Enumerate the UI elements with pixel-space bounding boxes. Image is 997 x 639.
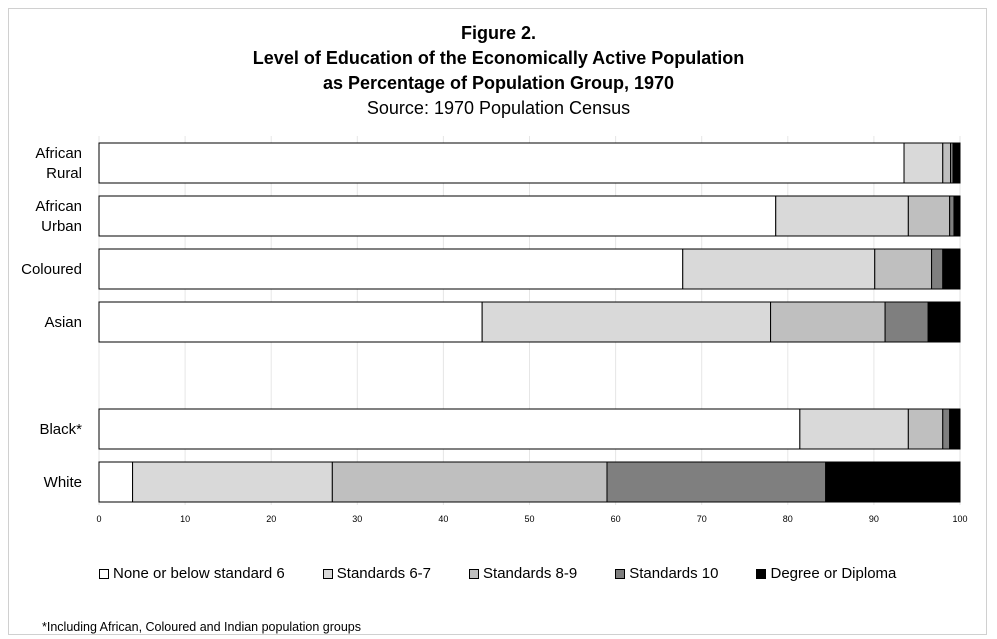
bar-segment (98, 195, 777, 237)
bar-segment (949, 195, 955, 237)
bar-segment (770, 301, 886, 343)
bar-segment (331, 461, 608, 503)
category-label: Black* (39, 421, 82, 438)
bar-segment (907, 195, 951, 237)
x-tick-label: 20 (266, 514, 276, 524)
bar-segment (799, 408, 909, 450)
category-label: White (44, 474, 82, 491)
legend-label: Degree or Diploma (770, 565, 897, 582)
category-label: Rural (46, 165, 82, 182)
x-tick-label: 80 (783, 514, 793, 524)
bar-segment (942, 408, 951, 450)
legend-item: Standards 10 (615, 565, 718, 582)
legend-swatch (756, 568, 767, 579)
legend-swatch (469, 568, 480, 579)
category-label: African (35, 198, 82, 215)
bar-segment (481, 301, 772, 343)
stacked-bar-chart: 0 10 20 30 40 50 60 70 80 90 100 African Rural Africa… (21, 136, 968, 524)
legend-item: Degree or Diploma (756, 565, 896, 582)
x-tick-label: 60 (611, 514, 621, 524)
legend-label: Standards 8-9 (483, 565, 578, 582)
category-label: Urban (41, 218, 82, 235)
bar-segment (942, 142, 952, 184)
bar-segment (775, 195, 909, 237)
legend-item: None or below standard 6 (99, 565, 285, 582)
x-tick-label: 100 (952, 514, 967, 524)
bar-segment (884, 301, 929, 343)
x-tick-label: 0 (96, 514, 101, 524)
bar-segment (949, 408, 961, 450)
legend-label: Standards 10 (629, 565, 719, 582)
footnote: *Including African, Coloured and Indian … (42, 620, 361, 634)
bar-segment (903, 142, 944, 184)
bar-segment (98, 461, 134, 503)
x-tick-label: 90 (869, 514, 879, 524)
bar-segment (682, 248, 876, 290)
chart-title-line-2: Level of Education of the Economically A… (252, 48, 745, 68)
category-label: African (35, 145, 82, 162)
legend-item: Standards 6-7 (322, 565, 432, 582)
chart-titles: Figure 2. Level of Education of the Econ… (9, 21, 988, 121)
bar-segment (927, 301, 961, 343)
legend-item: Standards 8-9 (469, 565, 577, 582)
bar-segment (98, 408, 801, 450)
legend-label: Standards 6-7 (336, 565, 432, 582)
bar-segment (874, 248, 933, 290)
legend-label: None or below standard 6 (113, 565, 285, 582)
bar-segment (132, 461, 333, 503)
bar-segment (825, 461, 961, 503)
bar-segment (931, 248, 944, 290)
bar-segment (606, 461, 827, 503)
bar-segment (98, 248, 684, 290)
bar-segment (907, 408, 944, 450)
legend: None or below standard 6 Standards 6-7 S… (99, 565, 934, 582)
chart-title-line-3: as Percentage of Population Group, 1970 (322, 73, 675, 93)
x-tick-label: 10 (180, 514, 190, 524)
bar-segment (952, 142, 961, 184)
legend-swatch (615, 568, 626, 579)
bar-segment (942, 248, 961, 290)
chart-title-line-1: Figure 2. (460, 23, 536, 43)
bar-segment (953, 195, 961, 237)
chart-subtitle: Source: 1970 Population Census (366, 98, 631, 118)
x-tick-label: 30 (352, 514, 362, 524)
bar-segment (98, 142, 905, 184)
x-tick-label: 50 (524, 514, 534, 524)
x-tick-label: 40 (438, 514, 448, 524)
category-label: Asian (44, 314, 82, 331)
chart-frame: Figure 2. Level of Education of the Econ… (8, 8, 987, 635)
category-label: Coloured (21, 261, 82, 278)
bar-segment (98, 301, 483, 343)
legend-swatch (322, 568, 333, 579)
x-tick-label: 70 (697, 514, 707, 524)
legend-swatch (99, 568, 109, 579)
